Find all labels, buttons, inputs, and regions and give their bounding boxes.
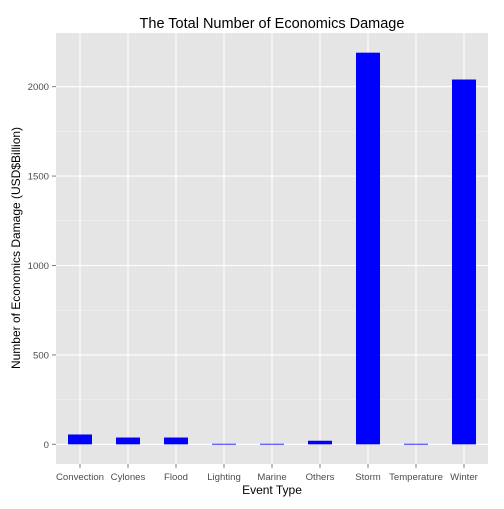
x-tick-label-marine: Marine [257, 472, 286, 483]
x-tick-label-storm: Storm [355, 472, 381, 483]
bar-marine [260, 443, 284, 445]
x-axis-title: Event Type [242, 483, 302, 497]
y-tick-label: 2000 [28, 82, 49, 93]
gridlines [56, 33, 488, 464]
x-tick-label-lighting: Lighting [207, 472, 241, 483]
x-tick-labels: Convection Cylones Flood Lighting Marine Othe… [56, 464, 479, 483]
bar-others [308, 440, 332, 445]
bar-flood [164, 437, 188, 445]
y-axis-title: Number of Economics Damage (USD$Billion) [9, 127, 23, 369]
x-tick-label-convection: Convection [56, 472, 104, 483]
bar-storm [356, 52, 380, 445]
x-tick-label-temperature: Temperature [389, 472, 443, 483]
bar-temperature [404, 443, 428, 445]
x-tick-label-cylones: Cylones [111, 472, 146, 483]
y-tick-label: 1500 [28, 172, 49, 183]
y-tick-label: 1000 [28, 261, 49, 272]
bar-lighting [212, 443, 236, 445]
chart-title: The Total Number of Economics Damage [140, 16, 405, 32]
x-tick-label-winter: Winter [450, 472, 479, 483]
bars [68, 52, 476, 445]
x-tick-label-others: Others [306, 472, 335, 483]
x-tick-label-flood: Flood [164, 472, 188, 483]
y-tick-label: 0 [44, 440, 49, 451]
y-tick-labels: 0 500 1000 1500 2000 [28, 82, 56, 451]
bar-convection [68, 434, 92, 445]
y-tick-label: 500 [33, 350, 49, 361]
bar-cylones [116, 437, 140, 445]
bar-winter [452, 79, 476, 445]
